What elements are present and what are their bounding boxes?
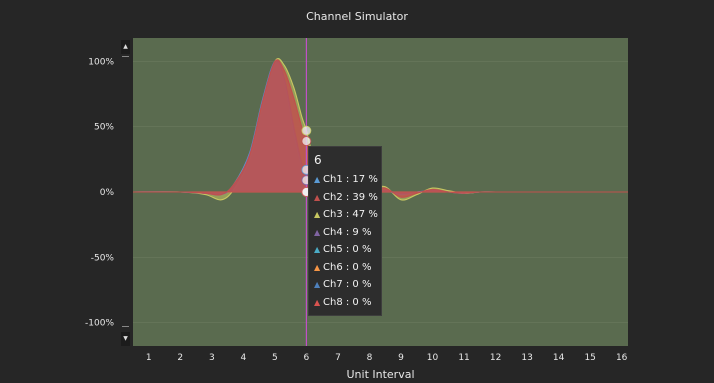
- gridlines: [133, 61, 628, 323]
- tooltip-rows: ▲ Ch1 : 17 % ▲ Ch2 : 39 % ▲ Ch3 : 47 % ▲ Ch4…: [314, 171, 381, 311]
- x-tick-label: 3: [209, 353, 215, 363]
- chevron-up-icon: ▲: [123, 43, 128, 50]
- scroll-range-bottom-handle[interactable]: [122, 326, 129, 327]
- x-tick-label: 11: [458, 353, 469, 363]
- triangle-marker-icon: ▲: [314, 175, 321, 184]
- x-tick-label: 4: [240, 353, 246, 363]
- y-tick-label: -100%: [85, 319, 114, 329]
- tooltip-header: 6: [314, 153, 322, 167]
- x-tick-label: 9: [398, 353, 404, 363]
- x-tick-label: 10: [427, 353, 439, 363]
- chevron-down-icon: ▼: [123, 335, 128, 342]
- scroll-up-button[interactable]: ▲: [121, 40, 130, 54]
- triangle-marker-icon: ▲: [314, 297, 321, 307]
- x-tick-label: 2: [177, 353, 183, 363]
- x-tick-label: 6: [304, 353, 310, 363]
- triangle-marker-icon: ▲: [314, 280, 321, 289]
- tooltip-row-ch4: ▲ Ch4 : 9 %: [314, 224, 381, 242]
- x-tick-label: 12: [490, 353, 501, 363]
- x-axis-label: Unit Interval: [346, 368, 414, 381]
- cursor-point-ch3: [301, 125, 312, 136]
- triangle-marker-icon: ▲: [314, 227, 321, 237]
- cursor-point-ch2: [301, 136, 312, 147]
- x-tick-label: 8: [367, 353, 373, 363]
- x-tick-label: 16: [616, 353, 628, 363]
- x-tick-label: 14: [553, 353, 565, 363]
- tooltip-row-ch3: ▲ Ch3 : 47 %: [314, 206, 381, 224]
- x-tick-label: 13: [521, 353, 532, 363]
- y-axis-ticks: 100% 50% 0% -50% -100%: [85, 57, 114, 328]
- y-tick-label: 0%: [100, 188, 115, 198]
- triangle-marker-icon: ▲: [314, 192, 321, 202]
- y-tick-label: 50%: [94, 123, 114, 133]
- triangle-marker-icon: ▲: [314, 245, 321, 254]
- scroll-down-button[interactable]: ▼: [121, 332, 130, 346]
- tooltip-row-ch1: ▲ Ch1 : 17 %: [314, 171, 381, 189]
- triangle-marker-icon: ▲: [314, 262, 321, 272]
- x-tick-label: 5: [272, 353, 278, 363]
- tooltip-row-ch2: ▲ Ch2 : 39 %: [314, 189, 381, 207]
- y-tick-label: -50%: [91, 253, 115, 263]
- window-title: Channel Simulator: [306, 10, 408, 23]
- triangle-marker-icon: ▲: [314, 210, 321, 219]
- x-tick-label: 15: [584, 353, 595, 363]
- tooltip-row-ch5: ▲ Ch5 : 0 %: [314, 241, 381, 259]
- tooltip-row-ch8: ▲ Ch8 : 0 %: [314, 294, 381, 312]
- x-tick-label: 7: [335, 353, 341, 363]
- x-tick-label: 1: [146, 353, 152, 363]
- scroll-range-top-handle[interactable]: [122, 56, 129, 57]
- series-area: [133, 59, 628, 198]
- data-tooltip: 6 ▲ Ch1 : 17 % ▲ Ch2 : 39 % ▲ Ch3 : 47 % ▲ C…: [308, 146, 382, 316]
- y-tick-label: 100%: [88, 57, 114, 67]
- series-layer: [132, 58, 628, 201]
- tooltip-row-ch7: ▲ Ch7 : 0 %: [314, 276, 381, 294]
- x-axis-ticks: 1 2 3 4 5 6 7 8 9 10 11 12 13 14 15 16: [146, 353, 628, 363]
- tooltip-row-ch6: ▲ Ch6 : 0 %: [314, 259, 381, 277]
